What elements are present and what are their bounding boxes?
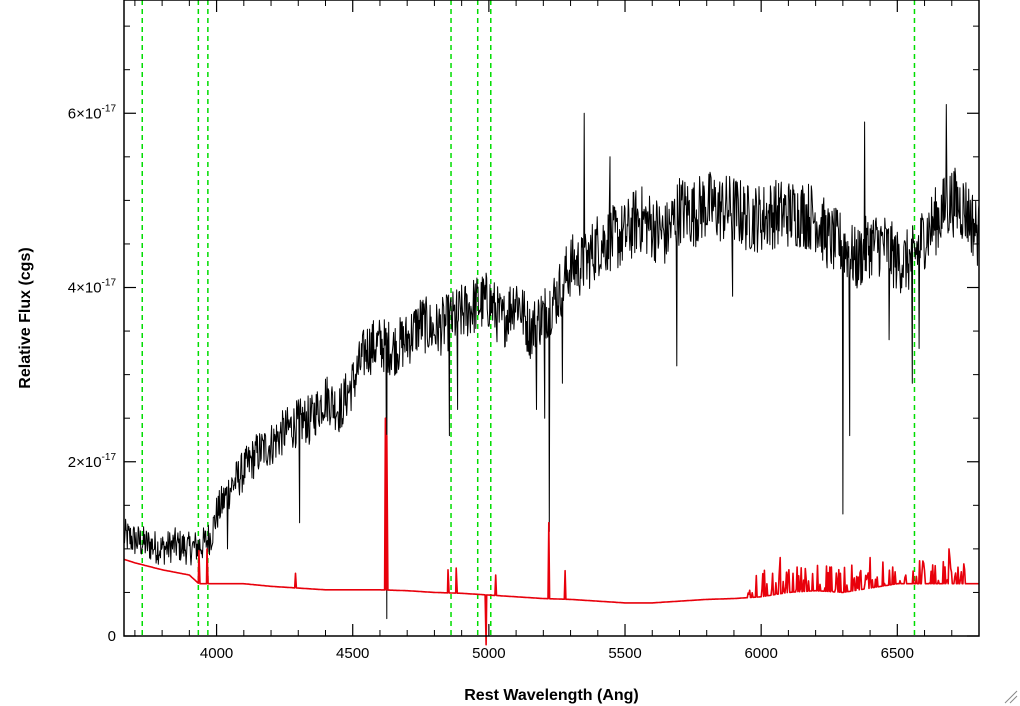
y-tick-mantissa: 0 bbox=[108, 628, 116, 645]
resize-grip-icon[interactable] bbox=[1004, 690, 1018, 704]
y-tick-exponent: -17 bbox=[102, 278, 117, 289]
model-line bbox=[123, 417, 979, 646]
x-tick-label: 5000 bbox=[472, 645, 505, 662]
x-tick-label: 4000 bbox=[200, 645, 233, 662]
spectrum-series bbox=[123, 104, 980, 646]
x-tick-label: 6000 bbox=[744, 645, 777, 662]
x-tick-label: 5500 bbox=[608, 645, 641, 662]
spectrum-line bbox=[123, 104, 980, 620]
x-tick-label: 6500 bbox=[881, 645, 914, 662]
y-tick-mantissa: 2×10 bbox=[68, 454, 102, 471]
axis-ticks bbox=[124, 0, 980, 637]
x-axis-title: Rest Wavelength (Ang) bbox=[464, 687, 639, 704]
y-tick-labels: 02×10-174×10-176×10-17 bbox=[68, 103, 117, 645]
y-tick-exponent: -17 bbox=[102, 452, 117, 463]
plot-frame bbox=[123, 0, 980, 637]
x-tick-labels: 4000 4500 5000 5500 6000 6500 bbox=[200, 645, 914, 662]
y-tick-label: 6×10-17 bbox=[68, 103, 117, 122]
y-tick-mantissa: 6×10 bbox=[68, 105, 102, 122]
y-tick-exponent: -17 bbox=[102, 103, 117, 114]
y-tick-label: 2×10-17 bbox=[68, 452, 117, 471]
y-tick-mantissa: 4×10 bbox=[68, 280, 102, 297]
x-tick-label: 4500 bbox=[336, 645, 369, 662]
y-axis-title: Relative Flux (cgs) bbox=[17, 247, 34, 388]
y-tick-label: 4×10-17 bbox=[68, 278, 117, 297]
y-tick-label: 0 bbox=[108, 628, 116, 645]
